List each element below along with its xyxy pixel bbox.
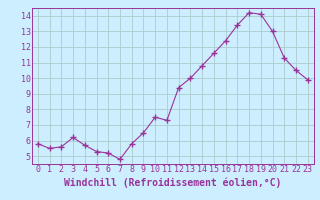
- X-axis label: Windchill (Refroidissement éolien,°C): Windchill (Refroidissement éolien,°C): [64, 177, 282, 188]
